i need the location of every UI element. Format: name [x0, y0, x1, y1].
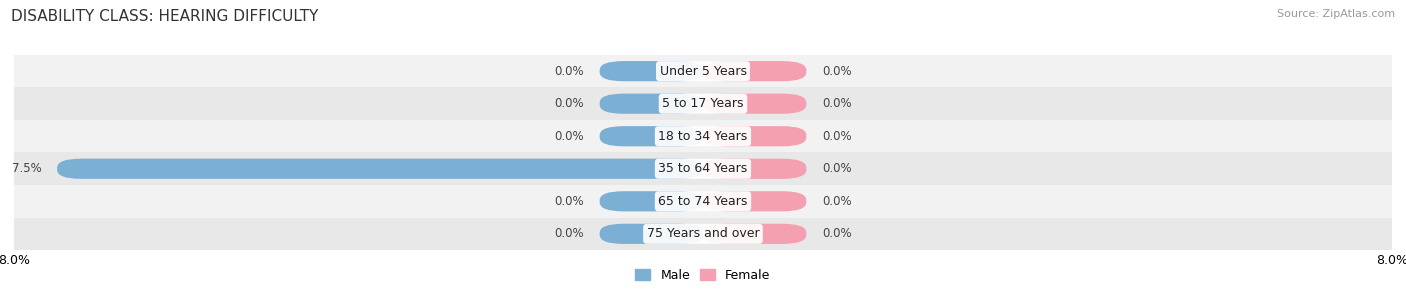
Text: 0.0%: 0.0%: [823, 130, 852, 143]
Text: 0.0%: 0.0%: [554, 195, 583, 208]
FancyBboxPatch shape: [703, 94, 807, 114]
Text: 0.0%: 0.0%: [823, 65, 852, 78]
Text: 0.0%: 0.0%: [554, 227, 583, 240]
Bar: [14, 88, 1392, 120]
Bar: [14, 55, 1392, 88]
FancyBboxPatch shape: [703, 159, 807, 179]
Bar: [14, 217, 1392, 250]
Text: 7.5%: 7.5%: [11, 162, 42, 175]
Text: 0.0%: 0.0%: [823, 162, 852, 175]
Text: Source: ZipAtlas.com: Source: ZipAtlas.com: [1277, 9, 1395, 19]
FancyBboxPatch shape: [599, 224, 703, 244]
Text: 35 to 64 Years: 35 to 64 Years: [658, 162, 748, 175]
FancyBboxPatch shape: [599, 61, 703, 81]
Text: 0.0%: 0.0%: [554, 65, 583, 78]
FancyBboxPatch shape: [703, 126, 807, 146]
Text: 65 to 74 Years: 65 to 74 Years: [658, 195, 748, 208]
FancyBboxPatch shape: [703, 191, 807, 211]
FancyBboxPatch shape: [703, 224, 807, 244]
Legend: Male, Female: Male, Female: [630, 264, 776, 287]
Text: 0.0%: 0.0%: [823, 195, 852, 208]
FancyBboxPatch shape: [599, 191, 703, 211]
Bar: [14, 152, 1392, 185]
Text: DISABILITY CLASS: HEARING DIFFICULTY: DISABILITY CLASS: HEARING DIFFICULTY: [11, 9, 319, 24]
Text: 0.0%: 0.0%: [823, 97, 852, 110]
FancyBboxPatch shape: [703, 61, 807, 81]
Bar: [14, 120, 1392, 152]
Text: 0.0%: 0.0%: [823, 227, 852, 240]
FancyBboxPatch shape: [58, 159, 703, 179]
Text: 18 to 34 Years: 18 to 34 Years: [658, 130, 748, 143]
Text: Under 5 Years: Under 5 Years: [659, 65, 747, 78]
FancyBboxPatch shape: [599, 126, 703, 146]
Bar: [14, 185, 1392, 217]
Text: 0.0%: 0.0%: [554, 130, 583, 143]
Text: 5 to 17 Years: 5 to 17 Years: [662, 97, 744, 110]
FancyBboxPatch shape: [599, 94, 703, 114]
Text: 75 Years and over: 75 Years and over: [647, 227, 759, 240]
Text: 0.0%: 0.0%: [554, 97, 583, 110]
